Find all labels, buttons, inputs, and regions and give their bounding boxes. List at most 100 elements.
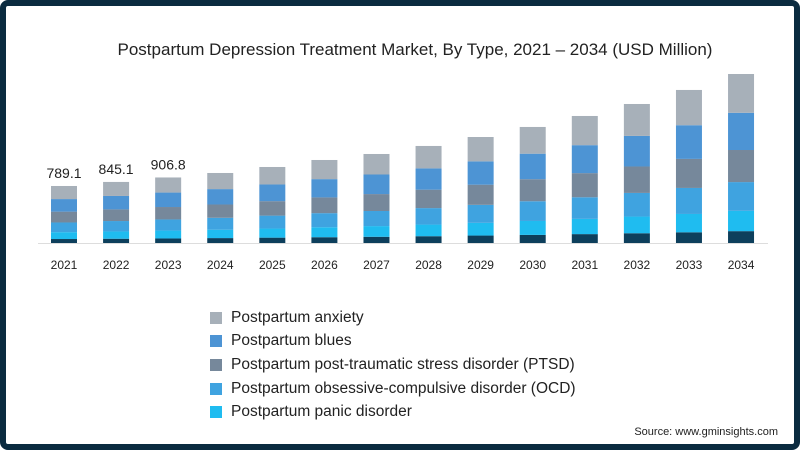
bar-segment: [311, 213, 338, 228]
legend-swatch: [210, 382, 222, 395]
bar-segment: [415, 145, 442, 169]
bar-segment: [207, 229, 234, 239]
bar-segment: [363, 153, 390, 175]
x-tick-label: 2023: [155, 258, 182, 272]
bar-segment: [259, 228, 286, 238]
legend-label: Postpartum blues: [231, 332, 352, 350]
bar-segment: [415, 208, 442, 225]
bar-segment: [103, 231, 130, 239]
bar-segment: [728, 210, 755, 232]
x-tick-label: 2029: [467, 258, 494, 272]
bar-segment: [623, 192, 650, 217]
stacked-bar-chart: 2021 789.1 2022 845.1 2023 906.8 2024 2025 2026 2…: [38, 73, 768, 272]
bar-segment: [103, 209, 130, 222]
legend-label: Postpartum anxiety: [231, 308, 364, 326]
bar-segment: [675, 187, 702, 214]
bar-segment: [571, 234, 598, 243]
bar-segment: [415, 224, 442, 237]
bar-segment: [675, 158, 702, 188]
bar-segment: [519, 201, 546, 221]
bar-segment: [103, 181, 130, 196]
x-tick-label: 2030: [519, 258, 546, 272]
bar-segment: [259, 184, 286, 202]
legend-label: Postpartum panic disorder: [231, 403, 412, 421]
bar-segment: [467, 161, 494, 185]
legend: Postpartum anxiety Postpartum blues Postpa…: [210, 306, 576, 424]
legend-label: Postpartum post-traumatic stress disorde…: [231, 355, 575, 373]
bar-segment: [728, 112, 755, 151]
bar-segment: [675, 125, 702, 159]
bar-segment: [51, 185, 77, 200]
bar-segment: [259, 237, 286, 243]
legend-swatch: [210, 311, 222, 324]
bar-segment: [415, 168, 442, 190]
bar-segment: [103, 238, 130, 243]
bar-segment: [519, 234, 546, 243]
bar-segment: [519, 153, 546, 180]
chart-title: Postpartum Depression Treatment Market, …: [117, 40, 713, 59]
x-tick-label: 2022: [103, 258, 130, 272]
bar-segment: [519, 179, 546, 202]
bar-segment: [207, 204, 234, 218]
bar-segment: [155, 230, 182, 239]
bar-segment: [311, 197, 338, 214]
bar-segment: [103, 221, 130, 232]
bar-segment: [675, 89, 702, 126]
bar-segment: [363, 194, 390, 211]
data-label: 789.1: [46, 165, 81, 181]
bar-segment: [467, 184, 494, 205]
x-tick-label: 2028: [415, 258, 442, 272]
bar-segment: [571, 115, 598, 146]
bar-segment: [259, 166, 286, 185]
bar-segment: [51, 199, 77, 212]
x-tick-label: 2025: [259, 258, 286, 272]
x-tick-label: 2026: [311, 258, 338, 272]
x-tick-label: 2034: [728, 258, 755, 272]
bar-segment: [467, 222, 494, 236]
bar-segment: [467, 204, 494, 223]
x-tick-label: 2032: [624, 258, 651, 272]
bar-segment: [207, 172, 234, 190]
legend-swatch: [210, 335, 222, 348]
bar-segment: [155, 177, 182, 193]
legend-item: Postpartum blues: [210, 330, 576, 354]
bar-segment: [51, 222, 77, 233]
bar-segment: [728, 73, 755, 113]
bar-segment: [519, 220, 546, 235]
bar-segment: [623, 216, 650, 234]
legend-item: Postpartum obsessive-compulsive disorder…: [210, 377, 576, 401]
bar-segment: [415, 236, 442, 243]
bar-segment: [519, 126, 546, 154]
bar-segment: [363, 236, 390, 243]
bar-segment: [623, 233, 650, 243]
bar-segment: [571, 218, 598, 235]
legend-swatch: [210, 406, 222, 419]
bar-segment: [311, 179, 338, 198]
bar-segment: [259, 201, 286, 216]
x-tick-label: 2031: [571, 258, 598, 272]
data-label: 906.8: [151, 156, 186, 172]
bar-segment: [155, 207, 182, 220]
source-note: Source: www.gminsights.com: [634, 426, 778, 438]
legend-label: Postpartum obsessive-compulsive disorder…: [231, 379, 576, 397]
x-tick-label: 2021: [51, 258, 78, 272]
bar-segment: [571, 173, 598, 198]
bar-segment: [363, 226, 390, 237]
bar-segment: [51, 239, 77, 243]
bar-segment: [623, 166, 650, 193]
bar-segment: [728, 150, 755, 183]
bar-segment: [311, 227, 338, 238]
bar-segment: [623, 135, 650, 167]
legend-item: Postpartum panic disorder: [210, 400, 576, 424]
bar-segment: [207, 238, 234, 243]
legend-swatch: [210, 358, 222, 371]
bar-segment: [467, 235, 494, 243]
bar-segment: [51, 211, 77, 223]
bar-segment: [259, 215, 286, 229]
bar-segment: [363, 174, 390, 195]
legend-item: Postpartum post-traumatic stress disorde…: [210, 353, 576, 377]
bar-segment: [415, 189, 442, 209]
bar-segment: [467, 137, 494, 162]
bar-segment: [311, 159, 338, 180]
